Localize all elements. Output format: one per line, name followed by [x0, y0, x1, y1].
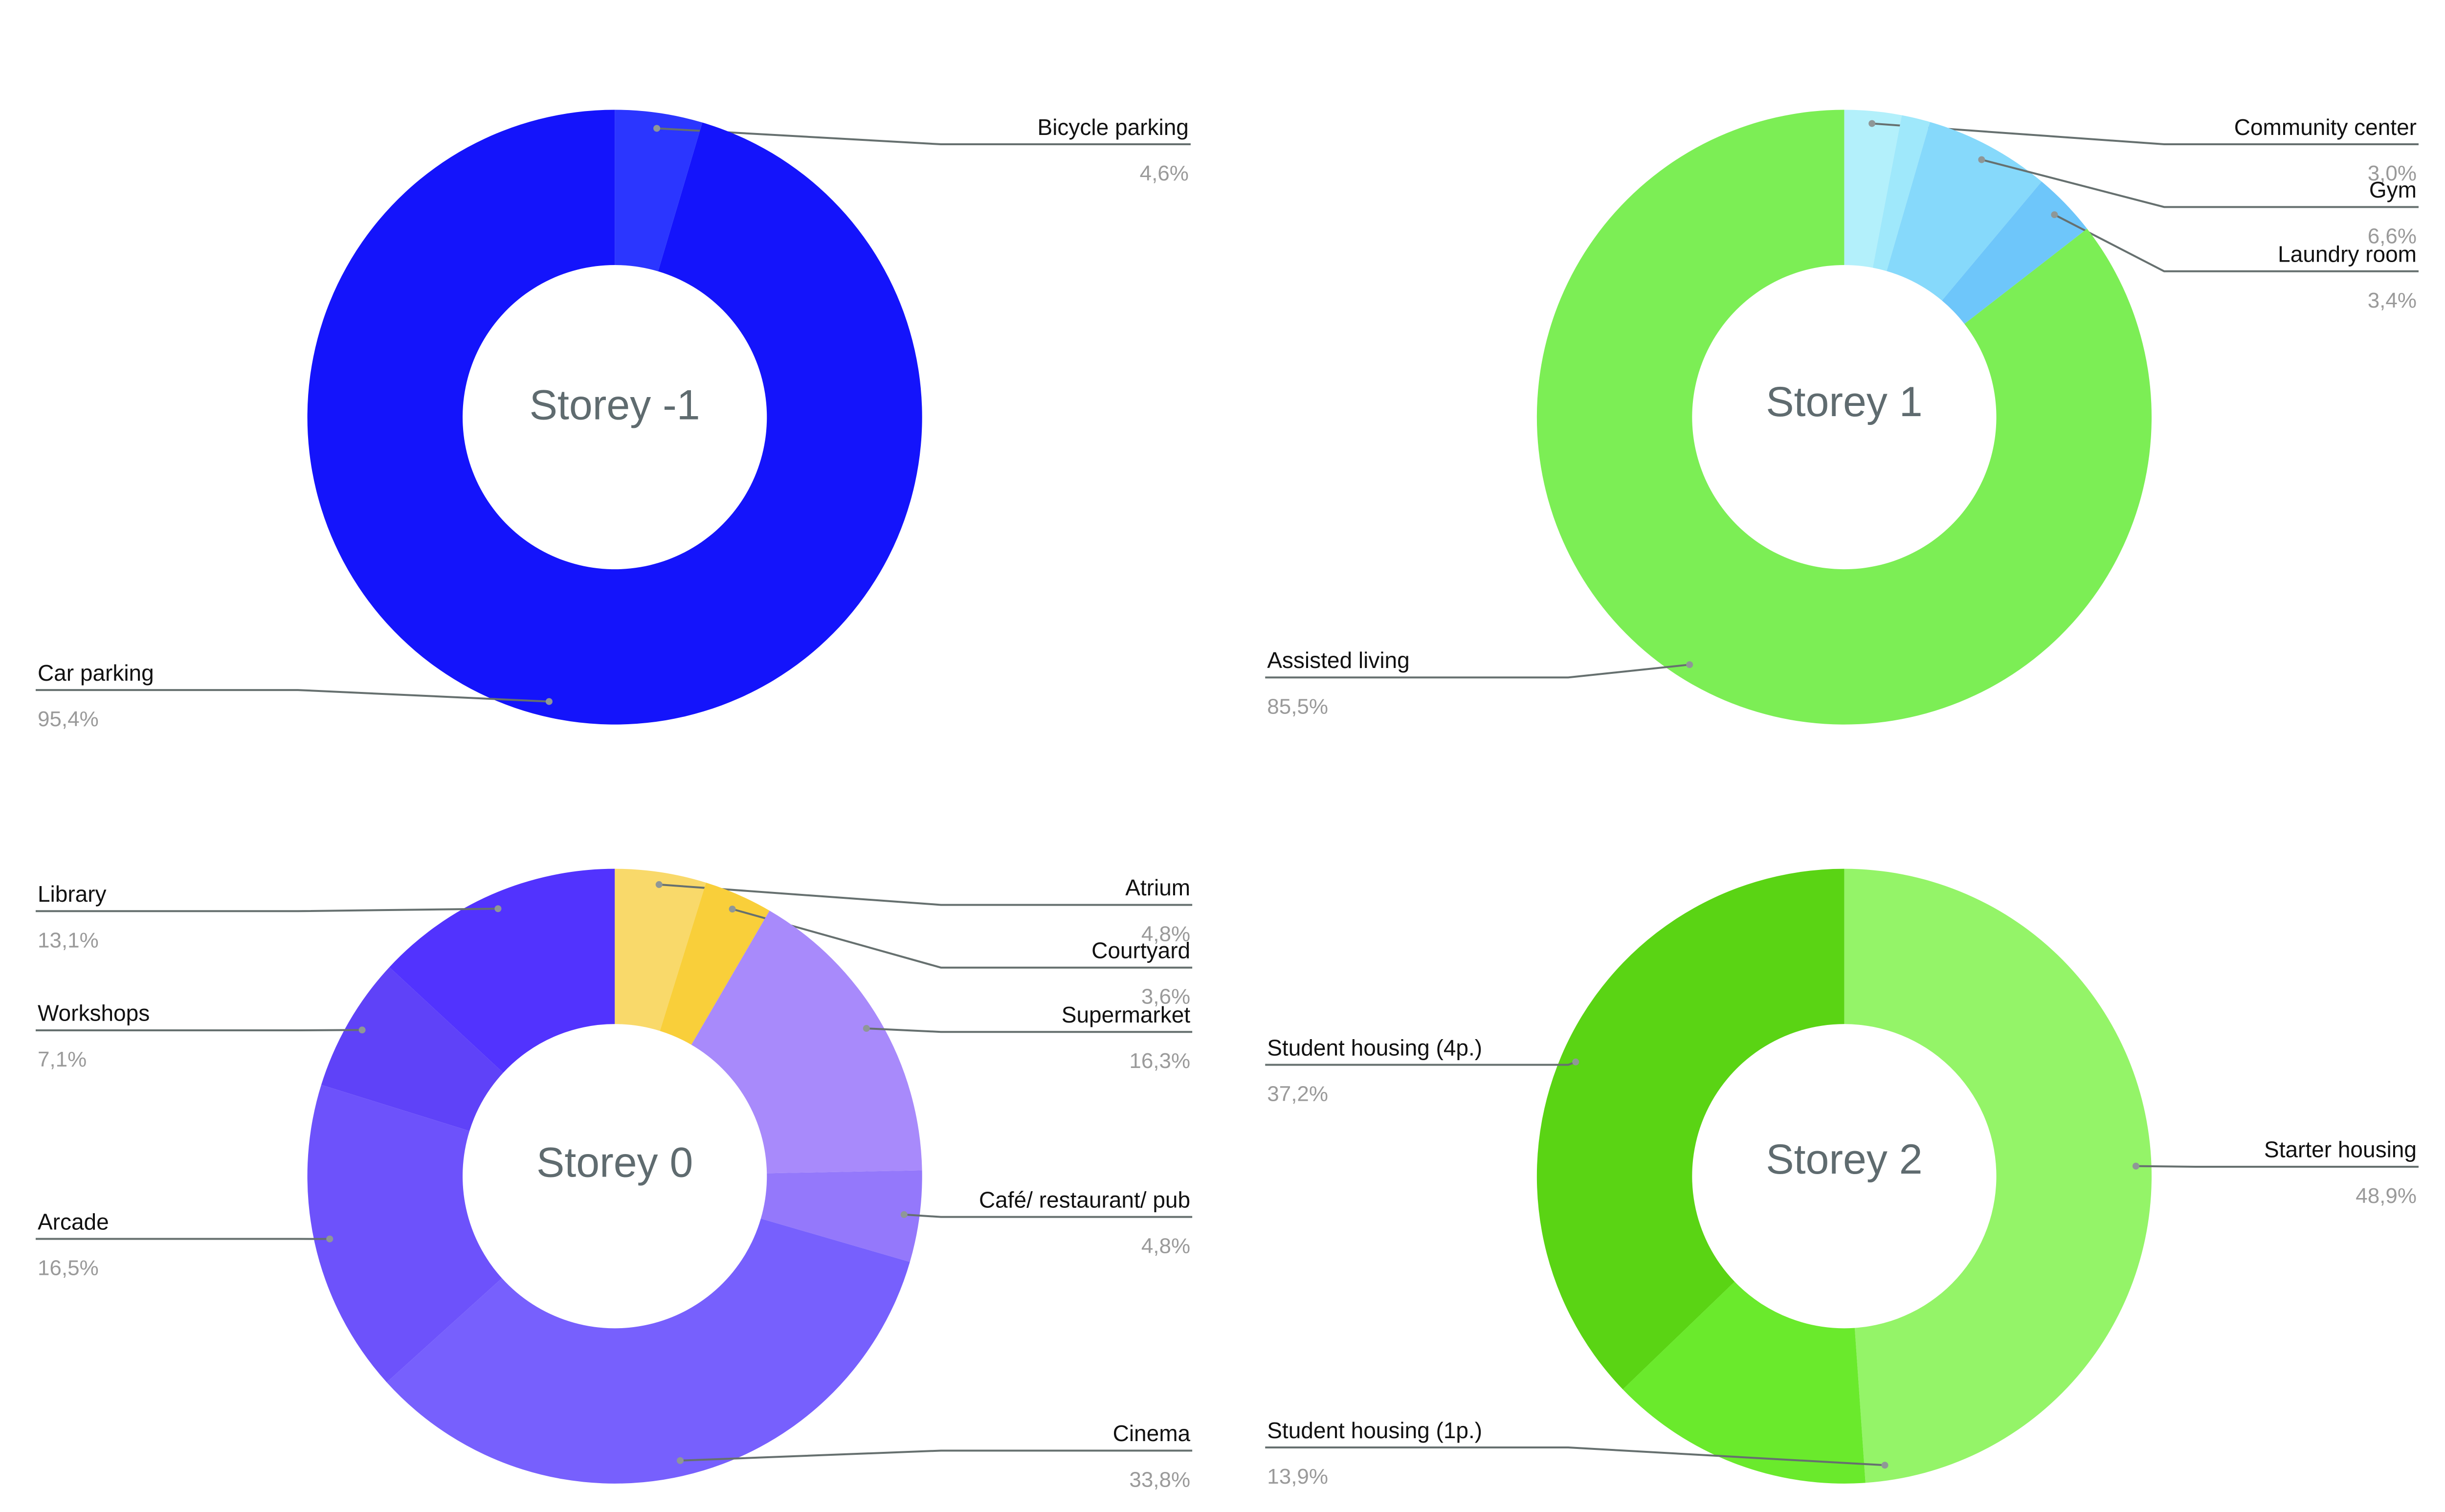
slice-cinema — [386, 1219, 910, 1484]
slice-value-cinema: 33,8% — [1129, 1468, 1190, 1491]
slice-label-starter-housing: Starter housing — [2264, 1137, 2417, 1162]
slice-laundry-room — [1942, 181, 2088, 324]
leader-line-caf-restaurant-pub — [904, 1213, 1193, 1218]
slice-value-caf-restaurant-pub: 4,8% — [1141, 1234, 1190, 1258]
leader-line-laundry-room — [2054, 214, 2419, 272]
leader-line-student-housing-1p — [1265, 1446, 1885, 1467]
slice-student-housing-1p — [1623, 1282, 1866, 1484]
leader-line-supermarket — [866, 1027, 1193, 1033]
leader-line-atrium — [659, 883, 1193, 906]
slice-value-supermarket: 16,3% — [1129, 1049, 1190, 1073]
chart-title-storey-1: Storey 1 — [1766, 378, 1922, 425]
slice-car-parking — [307, 110, 922, 725]
slice-label-library: Library — [38, 881, 107, 907]
slice-label-bicycle-parking: Bicycle parking — [1038, 114, 1189, 140]
leader-dot-workshops — [358, 1026, 366, 1034]
leader-line-courtyard — [732, 908, 1193, 969]
leader-line-gym — [1981, 158, 2419, 208]
leader-line-starter-housing — [2135, 1165, 2419, 1168]
slice-label-community-center: Community center — [2234, 114, 2417, 140]
leader-dot-arcade — [326, 1235, 333, 1243]
donut-chart-storey-1: Community center 3,0%Gym 6,6%Laundry room 3… — [1265, 110, 2419, 725]
slice-label-student-housing-1p: Student housing (1p.) — [1267, 1418, 1482, 1443]
slice-value-community-center: 3,0% — [2368, 161, 2417, 185]
leader-dot-gym — [1978, 156, 1985, 163]
slice-workshops — [321, 967, 504, 1131]
slice-starter-housing — [1844, 868, 2152, 1483]
leader-line-student-housing-4p — [1265, 1061, 1576, 1066]
leader-dot-car-parking — [545, 698, 553, 705]
donut-chart-storey-1: Bicycle parking 4,6% Car parking 95,4% Store… — [35, 110, 1191, 731]
leader-line-library — [35, 908, 498, 912]
slice-label-supermarket: Supermarket — [1062, 1002, 1191, 1027]
leader-dot-caf-restaurant-pub — [900, 1211, 908, 1218]
chart-title-storey-0: Storey 0 — [536, 1139, 693, 1186]
leader-dot-supermarket — [863, 1025, 870, 1032]
leader-line-assisted-living — [1265, 664, 1690, 679]
donut-chart-storey-2: Starter housing 48,9% Student housing (1p.… — [1265, 868, 2419, 1489]
slice-value-bicycle-parking: 4,6% — [1140, 161, 1189, 185]
slice-value-assisted-living: 85,5% — [1267, 694, 1328, 718]
slice-gym — [1887, 122, 2042, 301]
slice-value-gym: 6,6% — [2368, 224, 2417, 248]
slice-value-workshops: 7,1% — [38, 1047, 87, 1071]
slice-value-laundry-room: 3,4% — [2368, 289, 2417, 312]
slice-community-center — [1844, 110, 1902, 268]
leader-dot-courtyard — [729, 906, 736, 913]
chart-title-storey-2: Storey 2 — [1766, 1136, 1922, 1183]
slice-atrium — [615, 868, 706, 1031]
slice-value-arcade: 16,5% — [38, 1256, 99, 1280]
slice-label-arcade: Arcade — [38, 1209, 109, 1234]
slice-value-courtyard: 3,6% — [1141, 985, 1190, 1009]
slice-label-gym: Gym — [2369, 177, 2417, 202]
slice-label-assisted-living: Assisted living — [1267, 647, 1409, 673]
leader-line-cinema — [680, 1449, 1193, 1462]
slice-caf-restaurant-pub — [760, 1170, 922, 1262]
leader-dot-student-housing-4p — [1572, 1058, 1579, 1066]
slice-label-cinema: Cinema — [1113, 1421, 1191, 1446]
leader-dot-laundry-room — [2051, 211, 2058, 219]
slice-value-starter-housing: 48,9% — [2356, 1184, 2417, 1208]
slice-value-car-parking: 95,4% — [38, 707, 99, 731]
leader-dot-cinema — [676, 1457, 684, 1464]
slice-label-car-parking: Car parking — [38, 660, 154, 686]
leader-line-bicycle-parking — [656, 127, 1191, 146]
chart-title-storey-1: Storey -1 — [530, 381, 700, 428]
slice-courtyard — [660, 883, 770, 1045]
slice-label-laundry-room: Laundry room — [2278, 242, 2417, 267]
slice-label-workshops: Workshops — [38, 1001, 150, 1026]
slice-student-housing-4p — [1536, 868, 1845, 1390]
slice-label-caf-restaurant-pub: Café/ restaurant/ pub — [979, 1187, 1190, 1212]
slice-unlabeled-1 — [1872, 115, 1930, 271]
leader-line-community-center — [1872, 122, 2419, 146]
leader-dot-assisted-living — [1686, 661, 1693, 668]
slice-label-courtyard: Courtyard — [1091, 937, 1190, 963]
slice-value-student-housing-4p: 37,2% — [1267, 1082, 1328, 1106]
slice-library — [389, 868, 615, 1073]
slice-label-atrium: Atrium — [1125, 875, 1190, 900]
slice-arcade — [307, 1085, 502, 1382]
slice-value-atrium: 4,8% — [1141, 922, 1190, 946]
slice-value-library: 13,1% — [38, 928, 99, 952]
leader-dot-starter-housing — [2132, 1162, 2139, 1170]
slice-assisted-living — [1536, 110, 2152, 725]
leader-dot-student-housing-1p — [1881, 1462, 1889, 1469]
slice-label-student-housing-4p: Student housing (4p.) — [1267, 1035, 1482, 1060]
slice-value-student-housing-1p: 13,9% — [1267, 1465, 1328, 1489]
leader-dot-atrium — [655, 881, 663, 888]
donut-chart-storey-0: Atrium4,8%Courtyard3,6%Supermarket16,3%C… — [35, 868, 1193, 1491]
leader-dot-library — [494, 905, 502, 912]
leader-dot-community-center — [1868, 120, 1876, 127]
slice-supermarket — [691, 911, 922, 1174]
slice-bicycle-parking — [615, 110, 703, 271]
leader-line-car-parking — [35, 689, 549, 703]
leader-dot-bicycle-parking — [653, 125, 661, 132]
